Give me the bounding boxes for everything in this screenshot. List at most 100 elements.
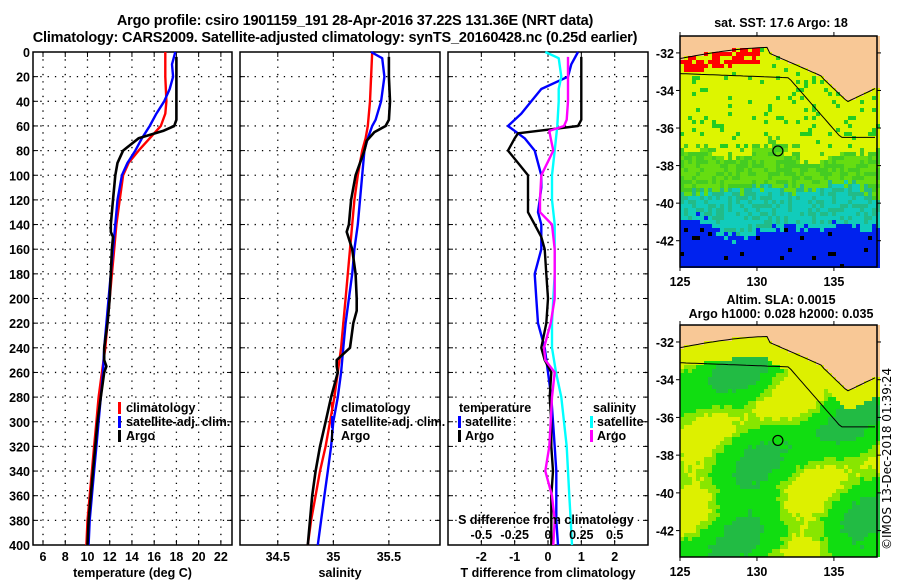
map-pixel	[732, 228, 736, 232]
map-pixel	[712, 52, 716, 56]
map-pixel	[752, 140, 756, 144]
map-pixel	[792, 156, 796, 160]
map-pixel	[796, 409, 800, 413]
map-pixel	[696, 168, 700, 172]
map-pixel	[724, 152, 728, 156]
map-pixel	[700, 449, 704, 453]
map-pixel	[824, 48, 828, 52]
map-pixel	[860, 264, 864, 268]
map-pixel	[764, 100, 768, 104]
map-pixel	[720, 465, 724, 469]
map-pixel	[736, 433, 740, 437]
map-pixel	[680, 461, 684, 465]
map-pixel	[680, 196, 684, 200]
map-pixel	[744, 108, 748, 112]
map-pixel	[792, 425, 796, 429]
map-pixel	[764, 553, 768, 557]
map-pixel	[856, 136, 860, 140]
map-pixel	[784, 461, 788, 465]
map-pixel	[860, 124, 864, 128]
map-pixel	[852, 252, 856, 256]
map-pixel	[696, 461, 700, 465]
map-pixel	[804, 116, 808, 120]
map-pixel	[688, 148, 692, 152]
map-pixel	[872, 176, 876, 180]
map-pixel	[712, 132, 716, 136]
map-pixel	[820, 104, 824, 108]
map-pixel	[688, 44, 692, 48]
map-pixel	[748, 92, 752, 96]
map-pixel	[728, 80, 732, 84]
map-pixel	[736, 417, 740, 421]
map-pixel	[748, 393, 752, 397]
map-pixel	[776, 44, 780, 48]
map-pixel	[756, 425, 760, 429]
map-pixel	[712, 485, 716, 489]
map-pixel	[792, 457, 796, 461]
map-pixel	[868, 36, 872, 40]
map-pixel	[768, 349, 772, 353]
map-pixel	[872, 180, 876, 184]
map-pixel	[796, 533, 800, 537]
map-pixel	[692, 533, 696, 537]
map-pixel	[724, 260, 728, 264]
map-pixel	[752, 345, 756, 349]
map-pixel	[696, 200, 700, 204]
map-pixel	[796, 497, 800, 501]
map-pixel	[840, 120, 844, 124]
map-pixel	[752, 264, 756, 268]
map-pixel	[772, 325, 776, 329]
map-pixel	[812, 264, 816, 268]
map-pixel	[780, 232, 784, 236]
map-pixel	[708, 144, 712, 148]
map-pixel	[708, 545, 712, 549]
map-pixel	[796, 369, 800, 373]
map-pixel	[712, 136, 716, 140]
map-pixel	[716, 465, 720, 469]
map-pixel	[680, 236, 684, 240]
map-pixel	[864, 48, 868, 52]
map-pixel	[712, 393, 716, 397]
map-pixel	[700, 156, 704, 160]
map-pixel	[764, 204, 768, 208]
y-tick-label: 260	[9, 366, 30, 380]
map-pixel	[788, 329, 792, 333]
map-pixel	[748, 489, 752, 493]
map-pixel	[848, 212, 852, 216]
map-pixel	[820, 148, 824, 152]
map-pixel	[680, 365, 684, 369]
map-pixel	[712, 152, 716, 156]
map-pixel	[736, 220, 740, 224]
map-pixel	[704, 461, 708, 465]
map-pixel	[724, 136, 728, 140]
x-axis-label: salinity	[318, 566, 361, 580]
map-pixel	[732, 497, 736, 501]
map-pixel	[712, 417, 716, 421]
map-pixel	[788, 345, 792, 349]
map-pixel	[728, 236, 732, 240]
map-pixel	[860, 160, 864, 164]
map-pixel	[824, 124, 828, 128]
map-pixel	[800, 184, 804, 188]
map-pixel	[804, 192, 808, 196]
map-pixel	[740, 381, 744, 385]
map-pixel	[696, 48, 700, 52]
map-pixel	[712, 541, 716, 545]
map-pixel	[708, 52, 712, 56]
map-pixel	[856, 84, 860, 88]
map-pixel	[860, 208, 864, 212]
map-pixel	[748, 425, 752, 429]
map-pixel	[756, 148, 760, 152]
map-pixel	[696, 505, 700, 509]
map-pixel	[696, 433, 700, 437]
map-pixel	[784, 56, 788, 60]
map-pixel	[772, 108, 776, 112]
map-pixel	[828, 196, 832, 200]
map-pixel	[720, 244, 724, 248]
map-pixel	[776, 56, 780, 60]
map-pixel	[812, 36, 816, 40]
map-pixel	[732, 445, 736, 449]
map-pixel	[752, 148, 756, 152]
map-pixel	[836, 152, 840, 156]
map-pixel	[780, 497, 784, 501]
